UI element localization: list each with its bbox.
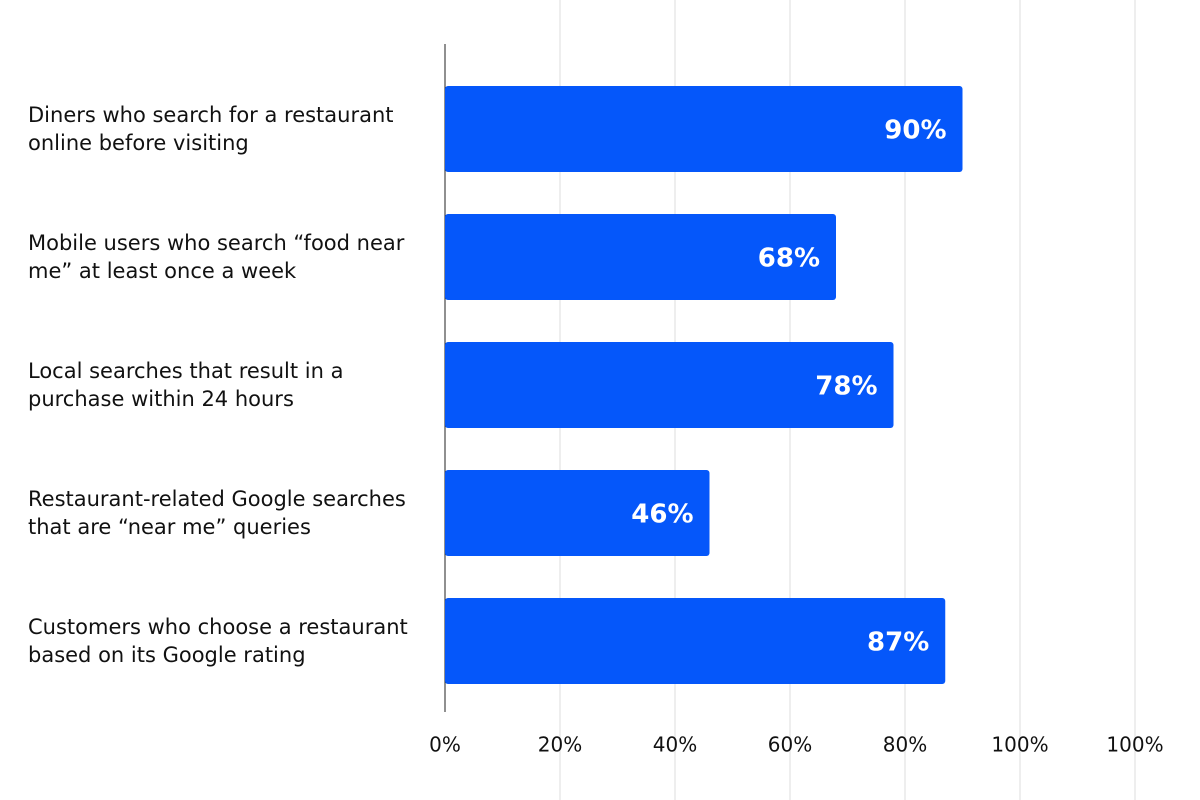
value-label: 46% bbox=[631, 500, 693, 530]
x-tick-label: 0% bbox=[429, 733, 461, 757]
category-label: Mobile users who search “food near me” a… bbox=[28, 231, 405, 283]
value-label: 90% bbox=[884, 116, 946, 146]
value-label: 87% bbox=[867, 628, 929, 658]
x-tick-label: 60% bbox=[768, 733, 812, 757]
category-label: Customers who choose a restaurant based … bbox=[28, 615, 408, 667]
category-label: Diners who search for a restaurant onlin… bbox=[28, 103, 394, 155]
category-label: Restaurant-related Google searches that … bbox=[28, 487, 406, 539]
bar bbox=[445, 214, 836, 300]
x-tick-label: 80% bbox=[883, 733, 927, 757]
bar bbox=[445, 86, 963, 172]
x-tick-label: 100% bbox=[991, 733, 1048, 757]
x-tick-label: 20% bbox=[538, 733, 582, 757]
bar bbox=[445, 470, 710, 556]
bar bbox=[445, 598, 946, 684]
value-label: 78% bbox=[815, 372, 877, 402]
x-tick-label: 100% bbox=[1106, 733, 1163, 757]
bar bbox=[445, 342, 894, 428]
category-label: Local searches that result in a purchase… bbox=[28, 359, 344, 411]
x-tick-label: 40% bbox=[653, 733, 697, 757]
value-label: 68% bbox=[758, 244, 820, 274]
